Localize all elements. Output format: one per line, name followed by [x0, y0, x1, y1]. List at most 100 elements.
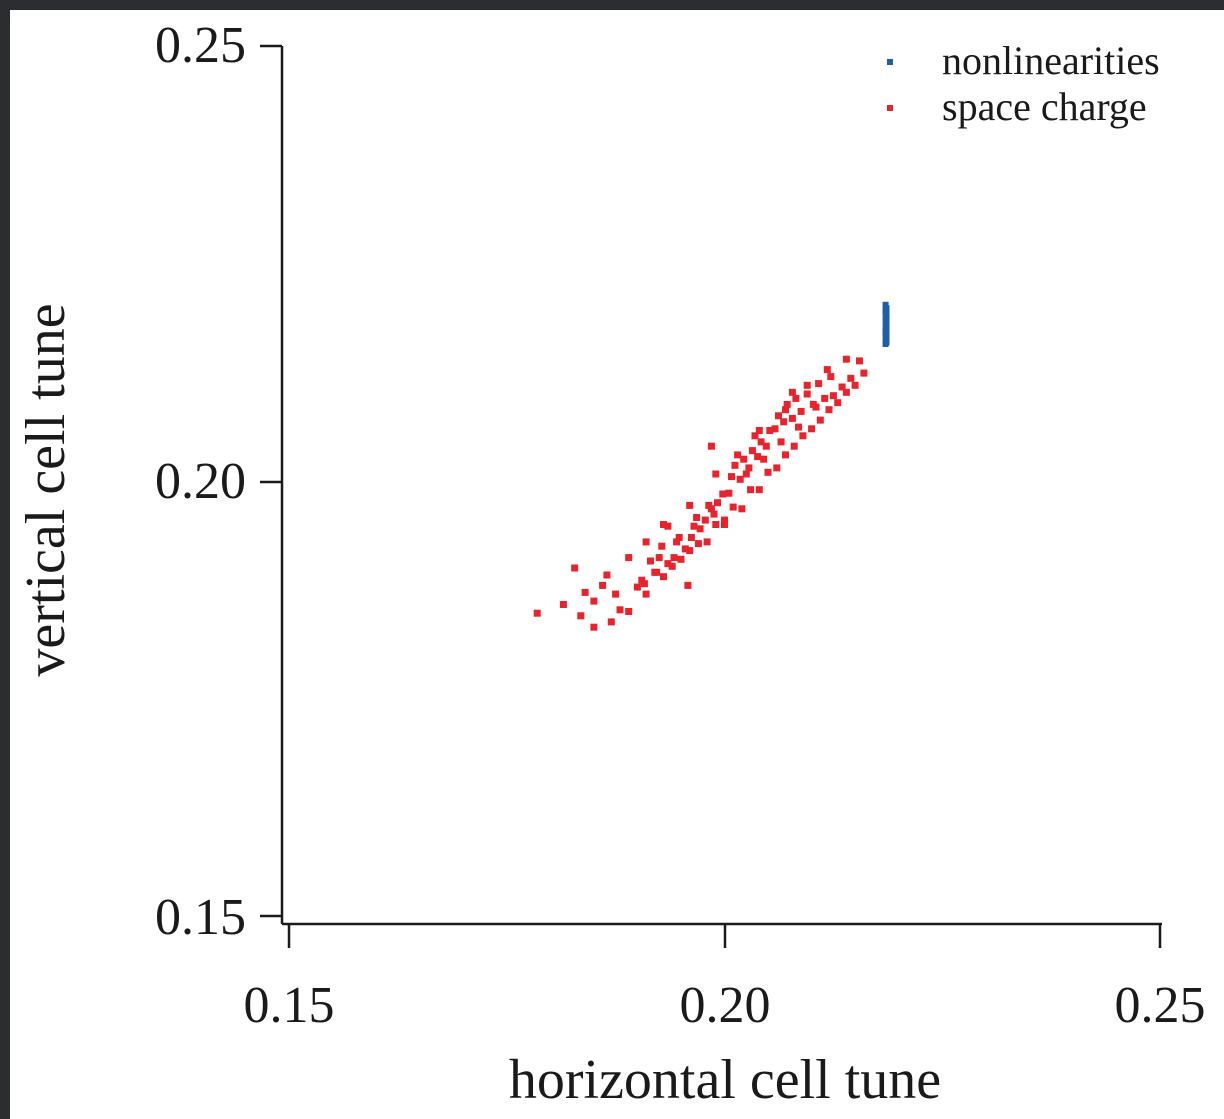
data-point-space-charge	[764, 468, 772, 476]
data-point-space-charge	[803, 381, 811, 389]
data-point-space-charge	[660, 573, 667, 581]
data-point-space-charge	[725, 489, 733, 497]
data-point-space-charge	[738, 505, 746, 513]
legend-label-nonlinearities: nonlinearities	[942, 38, 1160, 83]
data-point-space-charge	[675, 534, 683, 541]
data-point-space-charge	[729, 503, 737, 511]
data-point-space-charge	[686, 547, 694, 555]
data-point-space-charge	[775, 412, 782, 420]
data-point-space-charge	[825, 406, 833, 414]
data-point-space-charge	[815, 380, 823, 388]
data-point-space-charge	[803, 390, 811, 398]
data-point-space-charge	[693, 514, 701, 521]
data-point-space-charge	[694, 540, 702, 548]
data-point-space-charge	[755, 427, 763, 434]
data-point-space-charge	[860, 369, 868, 377]
data-point-space-charge	[701, 516, 709, 524]
data-point-space-charge	[842, 355, 850, 363]
data-point-space-charge	[734, 451, 742, 459]
data-point-space-charge	[773, 464, 781, 472]
data-point-space-charge	[640, 580, 648, 588]
data-point-space-charge	[642, 538, 650, 546]
data-point-space-charge	[660, 521, 667, 528]
y-axis-label: vertical cell tune	[15, 303, 77, 676]
data-point-space-charge	[687, 534, 695, 541]
data-point-space-charge	[792, 394, 800, 402]
data-point-space-charge	[686, 501, 694, 509]
data-point-space-charge	[799, 432, 807, 440]
data-point-space-charge	[755, 486, 763, 494]
data-point-space-charge	[788, 388, 796, 396]
data-point-space-charge	[740, 455, 748, 463]
data-point-space-charge	[842, 388, 850, 396]
data-point-space-charge	[655, 554, 663, 562]
data-point-space-charge	[821, 394, 829, 402]
data-point-nonlinearities	[883, 317, 890, 325]
x-tick-label: 0.25	[1115, 977, 1206, 1034]
data-point-space-charge	[577, 612, 585, 620]
legend-marker-nonlinearities	[887, 59, 893, 65]
data-point-space-charge	[616, 606, 624, 614]
data-point-space-charge	[668, 562, 676, 570]
data-point-space-charge	[633, 583, 641, 591]
data-point-space-charge	[707, 442, 715, 450]
data-point-space-charge	[766, 427, 774, 434]
data-point-space-charge	[696, 525, 704, 533]
data-point-nonlinearities	[883, 338, 890, 346]
data-point-space-charge	[736, 475, 744, 483]
data-point-space-charge	[742, 470, 750, 478]
data-point-space-charge	[829, 392, 837, 400]
data-point-space-charge	[747, 486, 755, 494]
data-point-space-charge	[719, 490, 727, 498]
data-point-space-charge	[808, 425, 816, 433]
data-point-nonlinearities	[882, 307, 889, 314]
data-point-space-charge	[795, 423, 802, 431]
data-point-space-charge	[777, 438, 785, 446]
data-point-space-charge	[816, 416, 824, 424]
data-point-space-charge	[625, 608, 633, 615]
data-point-space-charge	[721, 516, 728, 524]
data-point-space-charge	[559, 601, 567, 608]
data-point-space-charge	[603, 571, 611, 579]
data-point-space-charge	[823, 366, 831, 374]
data-point-space-charge	[673, 538, 681, 546]
data-point-space-charge	[748, 447, 756, 455]
data-point-space-charge	[712, 521, 720, 528]
data-point-space-charge	[533, 609, 541, 617]
data-point-space-charge	[625, 554, 633, 562]
data-point-space-charge	[653, 568, 661, 576]
data-point-space-charge	[809, 400, 817, 408]
data-point-space-charge	[745, 464, 753, 472]
data-point-space-charge	[762, 442, 770, 450]
data-point-space-charge	[731, 461, 739, 469]
data-point-nonlinearities	[882, 327, 889, 335]
data-point-space-charge	[684, 581, 692, 589]
x-tick-label: 0.20	[680, 977, 771, 1034]
data-point-space-charge	[612, 590, 620, 598]
data-point-space-charge	[783, 400, 791, 408]
legend-label-space-charge: space charge	[942, 84, 1147, 129]
data-point-space-charge	[690, 522, 698, 530]
data-point-space-charge	[590, 597, 598, 605]
data-point-space-charge	[782, 451, 789, 459]
data-point-space-charge	[790, 442, 798, 450]
data-point-space-charge	[590, 623, 598, 631]
scatter-plot: 0.25 0.20 0.15 0.15 0.20 0.25 horizontal…	[15, 17, 1206, 1111]
data-point-space-charge	[757, 438, 765, 446]
data-point-space-charge	[703, 538, 711, 546]
data-point-space-charge	[710, 510, 718, 518]
data-point-space-charge	[838, 383, 846, 391]
data-point-space-charge	[751, 432, 759, 440]
data-point-space-charge	[642, 590, 650, 598]
data-point-space-charge	[847, 374, 855, 382]
data-point-nonlinearities	[882, 301, 889, 309]
data-point-space-charge	[760, 455, 768, 463]
data-point-space-charge	[728, 473, 735, 481]
data-point-space-charge	[658, 542, 666, 550]
data-point-space-charge	[771, 425, 779, 433]
data-point-space-charge	[670, 554, 678, 562]
data-point-space-charge	[664, 522, 672, 530]
data-point-space-charge	[705, 501, 713, 509]
y-tick-label: 0.15	[155, 889, 246, 946]
legend-marker-space-charge	[887, 105, 893, 111]
